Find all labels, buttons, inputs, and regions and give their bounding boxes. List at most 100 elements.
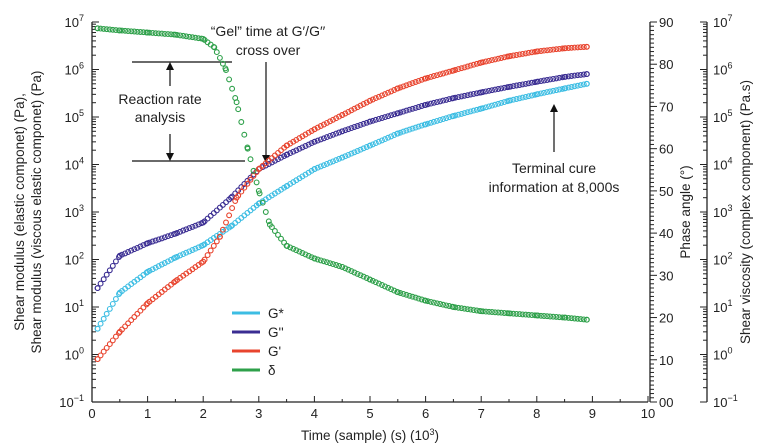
series-sample-marker (388, 286, 395, 293)
series-sample-marker (137, 243, 144, 250)
ticks-layer (91, 21, 707, 403)
series-sample-marker (103, 310, 110, 317)
data-point (311, 166, 318, 173)
series-sample-marker (461, 110, 468, 117)
series-sample-marker (443, 69, 450, 76)
series-sample-marker (183, 249, 190, 256)
series-sample-marker (97, 25, 104, 32)
series-sample-marker (345, 126, 352, 133)
series-sample-marker (351, 149, 358, 156)
series-sample-marker (464, 63, 471, 70)
series-sample-marker (571, 44, 578, 51)
series-sample-marker (580, 316, 587, 323)
series-sample-marker (550, 46, 557, 53)
series-sample-marker (155, 236, 162, 243)
x-tick-label: 1 (144, 406, 151, 421)
series-sample-marker (369, 141, 376, 148)
series-sample-marker (152, 264, 159, 271)
series-G' (94, 43, 590, 363)
viscosity-axis-tick-label: 101 (713, 298, 732, 315)
series-sample-marker (333, 157, 340, 164)
series-sample-marker (323, 134, 330, 141)
series-sample-marker (235, 106, 242, 113)
series-sample-marker (427, 73, 434, 80)
data-point (222, 65, 229, 72)
series-sample-marker (434, 72, 440, 79)
series-sample-marker (434, 99, 440, 106)
series-sample-marker (296, 145, 303, 152)
phase-axis-tick-label: 20 (659, 311, 673, 326)
series-sample-marker (409, 80, 416, 87)
series-sample-marker (183, 33, 190, 40)
phase-axis-tick-label: 70 (659, 99, 673, 114)
series-G* (94, 80, 590, 332)
series-sample-marker (385, 89, 392, 96)
series-sample-marker (109, 337, 116, 344)
series-sample-marker (327, 118, 333, 125)
series-sample-marker (308, 254, 315, 261)
series-sample-marker (103, 26, 110, 33)
series-sample-marker (440, 116, 447, 123)
data-point (116, 27, 123, 34)
phase-axis-label: Phase angle (°) (678, 165, 693, 258)
series-sample-marker (131, 28, 138, 35)
data-point (255, 187, 262, 194)
series-sample-marker (238, 188, 245, 195)
series-sample-marker (440, 301, 447, 308)
series-sample-marker (155, 30, 162, 37)
series-sample-marker (565, 73, 572, 80)
phase-axis-tick-label: 10 (659, 353, 673, 368)
series-sample-marker (241, 131, 248, 138)
phase-axis-tick-label: 90 (659, 15, 673, 30)
series-sample-marker (541, 47, 547, 54)
series-sample-marker (106, 267, 113, 274)
axes-frame (91, 22, 708, 403)
series-sample-marker (360, 145, 367, 152)
series-sample-marker (434, 300, 440, 307)
viscosity-axis-tick-label: 105 (713, 108, 732, 125)
series-sample-marker (336, 155, 343, 162)
series-sample-marker (556, 74, 563, 81)
series-sample-marker (109, 26, 116, 33)
series-sample-marker (186, 33, 193, 40)
series-sample-marker (467, 91, 474, 98)
data-point (533, 48, 540, 55)
series-sample-marker (327, 260, 333, 267)
series-sample-marker (112, 333, 119, 340)
series-sample-marker (125, 249, 132, 255)
series-sample-marker (213, 207, 220, 214)
series-sample-marker (403, 107, 410, 114)
series-sample-marker (434, 117, 440, 124)
series-sample-marker (498, 99, 505, 106)
series-sample-marker (244, 177, 251, 184)
data-point (233, 194, 240, 201)
series-sample-marker (177, 252, 184, 259)
series-sample-marker (412, 79, 419, 85)
series-sample-marker (213, 49, 220, 56)
series-sample-marker (345, 108, 352, 115)
series-sample-marker (241, 184, 248, 191)
series-sample-marker (403, 291, 410, 298)
series-sample-marker (522, 311, 529, 318)
legend-label: G' (268, 344, 281, 359)
data-point (478, 89, 485, 96)
data-point (283, 151, 290, 158)
series-sample-marker (155, 263, 162, 270)
series-sample-marker (342, 110, 349, 117)
series-sample-marker (547, 46, 554, 53)
series-sample-marker (122, 250, 129, 257)
series-sample-marker (207, 212, 214, 219)
series-sample-marker (330, 116, 336, 123)
series-sample-marker (406, 81, 413, 88)
series-sample-marker (109, 300, 116, 307)
series-sample-marker (372, 279, 379, 286)
series-sample-marker (556, 45, 563, 52)
series-sample-marker (161, 30, 168, 37)
series-sample-marker (302, 251, 309, 258)
data-point (311, 126, 318, 133)
series-sample-marker (372, 140, 379, 147)
data-point (200, 242, 207, 249)
series-sample-marker (320, 258, 327, 265)
data-point (533, 91, 540, 98)
data-point (583, 43, 590, 50)
